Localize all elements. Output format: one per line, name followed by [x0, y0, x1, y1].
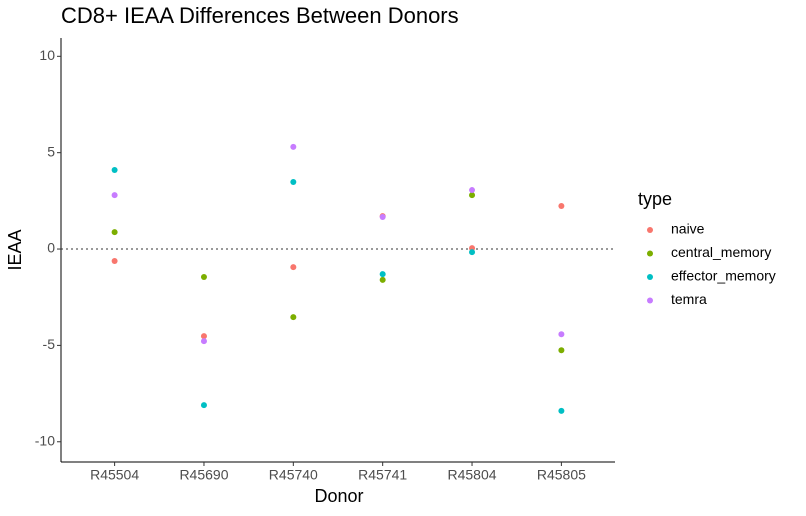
y-tick-label: 0 — [47, 240, 55, 256]
point — [379, 214, 386, 221]
legend-swatch — [647, 227, 653, 233]
y-tick-label: -10 — [35, 432, 55, 448]
x-tick-label: R45690 — [179, 467, 228, 483]
legend-title: type — [638, 189, 672, 209]
point — [200, 333, 207, 340]
point — [558, 331, 565, 338]
point — [290, 314, 297, 321]
point — [469, 192, 476, 199]
point — [290, 264, 297, 271]
point — [200, 338, 207, 345]
point — [200, 402, 207, 409]
legend-label: temra — [671, 291, 707, 307]
point — [558, 203, 565, 210]
y-tick-label: 10 — [39, 47, 55, 63]
point — [200, 273, 207, 280]
point — [379, 271, 386, 278]
legend-swatch — [647, 297, 653, 304]
x-axis-title: Donor — [314, 486, 363, 506]
point — [290, 143, 297, 150]
x-tick-label: R45740 — [269, 467, 318, 483]
point — [558, 347, 565, 354]
x-tick-label: R45504 — [90, 467, 139, 483]
x-tick-label: R45741 — [358, 467, 407, 483]
point — [469, 249, 476, 256]
legend-label: naive — [671, 221, 705, 237]
point — [111, 229, 118, 236]
point — [111, 192, 118, 199]
point — [379, 276, 386, 283]
y-tick-label: -5 — [43, 336, 56, 352]
point — [558, 407, 565, 414]
legend-label: central_memory — [671, 244, 771, 260]
legend-swatch — [647, 274, 653, 280]
point — [290, 178, 297, 185]
point — [111, 167, 118, 174]
y-axis-title: IEAA — [5, 229, 25, 270]
legend-label: effector_memory — [671, 268, 776, 284]
x-tick-label: R45804 — [448, 467, 497, 483]
y-tick-label: 5 — [47, 143, 55, 159]
chart-title: CD8+ IEAA Differences Between Donors — [61, 3, 459, 28]
legend-swatch — [647, 250, 653, 257]
point — [111, 257, 118, 264]
x-tick-label: R45805 — [537, 467, 586, 483]
point — [469, 187, 476, 194]
